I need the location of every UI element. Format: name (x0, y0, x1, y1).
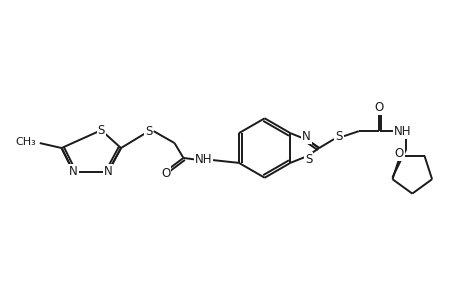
Text: S: S (335, 130, 342, 142)
Text: N: N (104, 165, 112, 178)
Text: CH₃: CH₃ (15, 137, 36, 147)
Text: S: S (97, 124, 105, 137)
Text: S: S (304, 153, 312, 167)
Text: NH: NH (393, 125, 410, 138)
Text: S: S (145, 125, 152, 138)
Text: N: N (302, 130, 310, 142)
Text: O: O (373, 101, 382, 114)
Text: NH: NH (194, 153, 212, 167)
Text: O: O (161, 167, 170, 180)
Text: O: O (394, 148, 403, 160)
Text: N: N (69, 165, 78, 178)
